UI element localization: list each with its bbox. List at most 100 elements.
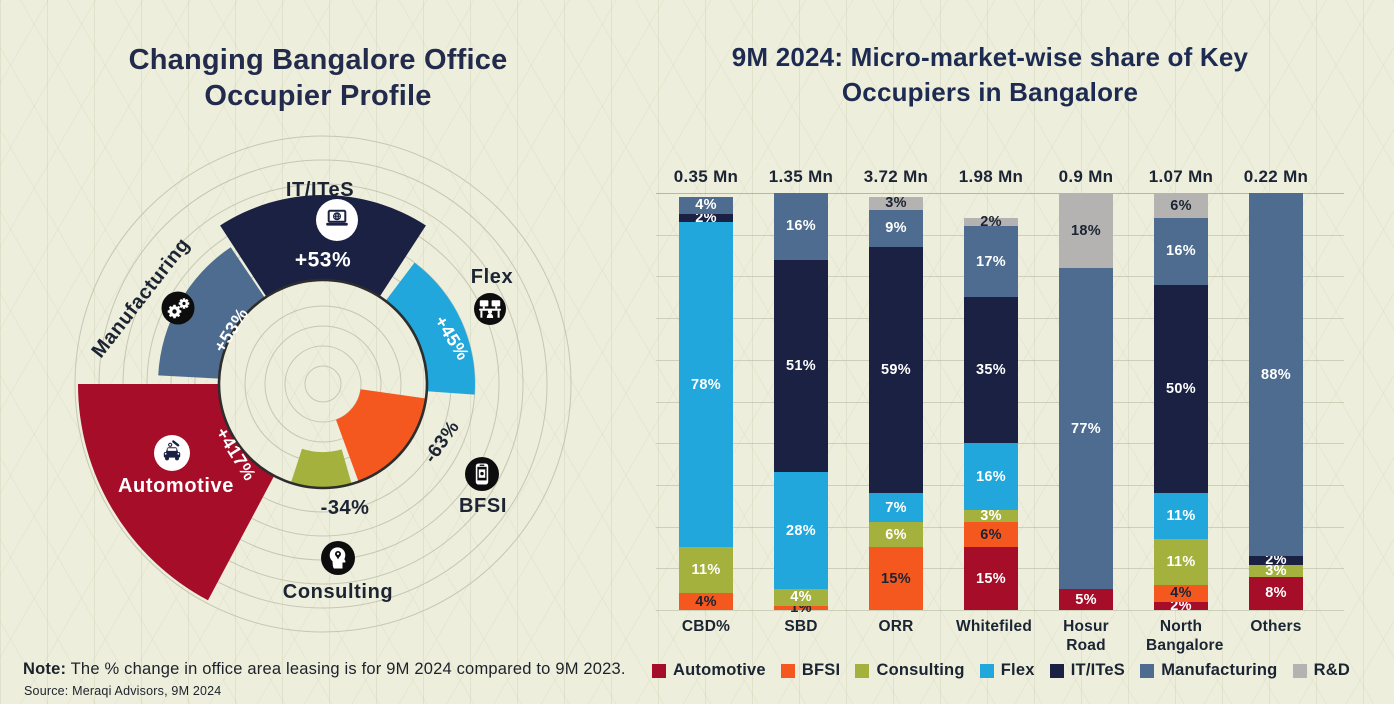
radial-gridline-ring <box>284 345 362 423</box>
radial-segment-manufacturing <box>158 247 265 379</box>
segment-value-label: 3% <box>1265 562 1287 579</box>
bar-segment-others-consulting: 3% <box>1249 562 1303 579</box>
segment-value-label: 3% <box>885 195 907 212</box>
segment-value-label: 59% <box>881 362 911 379</box>
bar-segment-north-bangalore-automotive: 2% <box>1154 598 1208 614</box>
segment-value-label: 7% <box>885 499 907 516</box>
segment-value-label: 8% <box>1265 585 1287 602</box>
bar-total-label: 0.22 Mn <box>1243 167 1309 186</box>
legend-swatch <box>780 663 795 678</box>
occupier-profile-radial-chart: +53% IT/ITeS +45% Flex -63% BFSI -34% Con <box>0 100 640 660</box>
coworking-desk-icon <box>474 293 506 325</box>
car-service-icon <box>154 435 190 471</box>
bar-segment-hosur-road-manufacturing: 77% <box>1059 268 1113 590</box>
bar-segment-orr-it-ites: 59% <box>869 247 923 494</box>
segment-value-label: 16% <box>786 218 816 235</box>
category-label-sbd: SBD <box>784 618 818 635</box>
legend-swatch <box>979 663 994 678</box>
bar-total-label: 1.35 Mn <box>768 167 834 186</box>
legend-swatch <box>1140 663 1155 678</box>
radial-segment-automotive <box>78 384 275 601</box>
left-chart-title: Changing Bangalore Office Occupier Profi… <box>58 42 578 114</box>
segment-value-label: 17% <box>976 253 1006 270</box>
bar-segment-orr-manufacturing: 9% <box>869 209 923 248</box>
bar-segment-orr-consulting: 6% <box>869 522 923 548</box>
radial-gridline-ring <box>74 135 572 633</box>
category-label-orr: ORR <box>878 618 914 635</box>
segment-change-label-consulting: -34% <box>321 497 370 519</box>
laptop-computer-icon <box>316 199 358 241</box>
bar-segment-north-bangalore-r-d: 6% <box>1154 193 1208 219</box>
segment-value-label: 6% <box>980 526 1002 543</box>
legend-item-manufacturing: Manufacturing <box>1140 661 1277 680</box>
right-chart-title: 9M 2024: Micro-market-wise share of Key … <box>660 40 1320 110</box>
legend-label: Automotive <box>673 661 766 679</box>
micro-market-stacked-bar-chart: 4% 11% 78% 2% 4% 0.35 Mn CBD% 1% 4% 28% 51% 16% 1.35… <box>650 165 1354 704</box>
sector-label-bfsi: BFSI <box>459 495 507 517</box>
bar-total-label: 1.07 Mn <box>1148 167 1214 186</box>
segment-value-label: 4% <box>790 589 812 606</box>
segment-value-label: 88% <box>1261 366 1291 383</box>
segment-value-label: 2% <box>1170 597 1192 614</box>
segment-value-label: 28% <box>786 522 816 539</box>
segment-value-label: 4% <box>695 197 717 214</box>
segment-value-label: 51% <box>786 358 816 375</box>
sector-label-automotive: Automotive <box>118 475 234 497</box>
legend-item-it-ites: IT/ITeS <box>1049 661 1125 680</box>
segment-value-label: 11% <box>691 562 721 579</box>
segment-value-label: 78% <box>691 376 721 393</box>
segment-value-label: 50% <box>1166 380 1196 397</box>
legend-label: Manufacturing <box>1161 661 1278 679</box>
legend-label: R&D <box>1313 661 1350 679</box>
category-label-others: Others <box>1250 618 1302 635</box>
bar-segment-whitefiled-manufacturing: 17% <box>964 226 1018 298</box>
bar-segment-sbd-flex: 28% <box>774 472 828 590</box>
right-chart-title-line2: Occupiers in Bangalore <box>841 77 1139 107</box>
bar-segment-hosur-road-r-d: 18% <box>1059 193 1113 269</box>
segment-value-label: 15% <box>881 570 911 587</box>
radial-gridline-ring <box>304 365 342 403</box>
legend-item-automotive: Automotive <box>652 661 766 680</box>
gridline-0pct <box>656 610 1344 611</box>
legend-item-flex: Flex <box>979 661 1035 680</box>
radial-segment-bfsi <box>336 389 426 482</box>
bar-segment-hosur-road-automotive: 5% <box>1059 589 1113 610</box>
segment-value-label: 2% <box>695 210 717 226</box>
gridline-100pct <box>656 193 1344 194</box>
radial-segment-it-ites <box>220 195 426 297</box>
legend-label: Consulting <box>876 661 965 679</box>
segment-value-label: 15% <box>976 570 1006 587</box>
bar-segment-cbd--consulting: 11% <box>679 547 733 594</box>
zero-baseline-ring <box>217 278 429 490</box>
legend-swatch <box>855 663 870 678</box>
legend-item-consulting: Consulting <box>855 661 964 680</box>
category-label-whitefiled: Whitefiled <box>956 618 1033 635</box>
legend-swatch <box>1292 663 1307 678</box>
bar-segment-north-bangalore-bfsi: 4% <box>1154 584 1208 602</box>
segment-value-label: 77% <box>1071 420 1101 437</box>
bar-segment-whitefiled-bfsi: 6% <box>964 522 1018 548</box>
segment-value-label: 9% <box>885 220 907 237</box>
source-text: Source: Meraqi Advisors, 9M 2024 <box>24 683 222 698</box>
segment-value-label: 3% <box>980 508 1002 525</box>
bar-total-label: 0.35 Mn <box>673 167 739 186</box>
legend-label: BFSI <box>801 661 841 679</box>
consulting-mind-icon <box>321 541 355 575</box>
segment-value-label: 16% <box>1166 243 1196 260</box>
bar-segment-others-automotive: 8% <box>1249 576 1303 610</box>
bar-total-label: 3.72 Mn <box>863 167 929 186</box>
bar-segment-orr-bfsi: 15% <box>869 547 923 610</box>
sector-label-flex: Flex <box>471 266 513 288</box>
bar-segment-sbd-manufacturing: 16% <box>774 193 828 260</box>
bar-segment-whitefiled-it-ites: 35% <box>964 297 1018 444</box>
radial-segment-consulting <box>290 448 352 489</box>
category-label-cbd-: CBD% <box>681 618 731 635</box>
bar-segment-sbd-it-ites: 51% <box>774 259 828 473</box>
segment-change-label-it-ites: +53% <box>295 249 351 272</box>
bar-segment-north-bangalore-manufacturing: 16% <box>1154 218 1208 285</box>
bar-segment-whitefiled-consulting: 3% <box>964 508 1018 525</box>
bar-segment-orr-flex: 7% <box>869 493 923 523</box>
segment-value-label: 6% <box>885 526 907 543</box>
mobile-banking-icon <box>465 457 499 491</box>
radial-segment-flex <box>385 262 475 395</box>
